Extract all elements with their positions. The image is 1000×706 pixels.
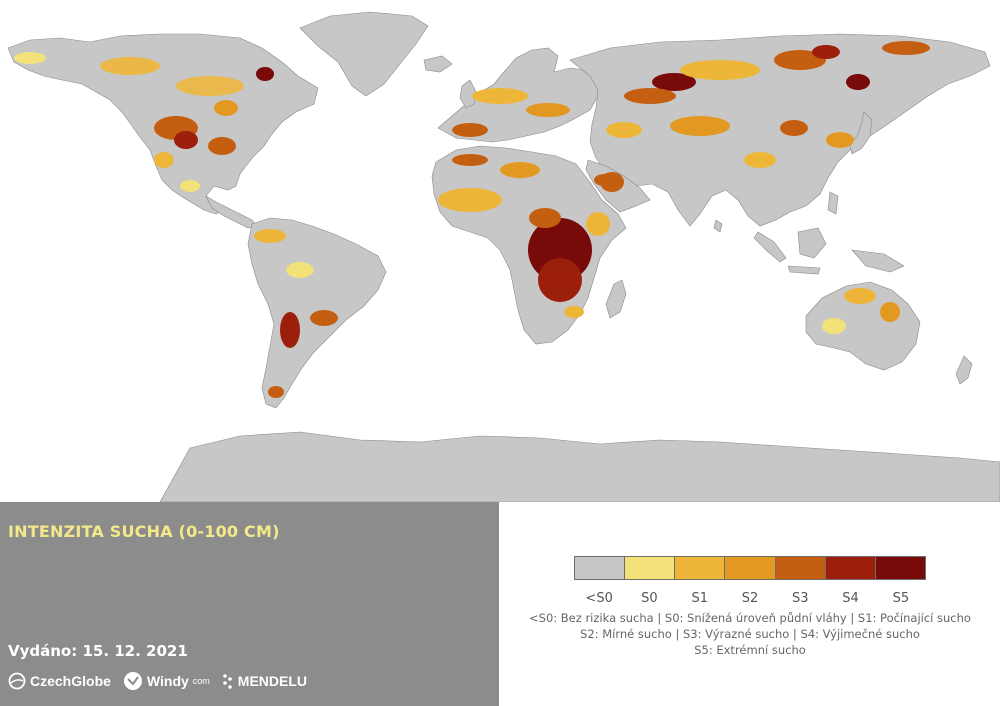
info-panel: INTENZITA SUCHA (0-100 CM) Vydáno: 15. 1… [0,502,499,706]
legend-swatch-below-s0 [575,557,626,579]
legend-description-line: <S0: Bez rizika sucha | S0: Snížená úrov… [529,611,971,625]
philippines [827,191,839,215]
madagascar [605,279,627,319]
windy-wind-icon [123,672,142,690]
czechglobe-label: CzechGlobe [30,673,111,689]
legend-swatch-s5 [875,557,925,579]
borneo [797,227,827,259]
antarctica [159,431,1000,502]
british-isles [459,79,477,109]
legend-swatch-s3 [775,557,826,579]
issue-date: Vydáno: 15. 12. 2021 [8,642,188,660]
java [787,265,821,275]
legend-label-s1: S1 [691,591,708,606]
new-guinea [851,249,905,273]
windy-label: Windy [146,673,189,689]
legend-label-s0: S0 [641,591,658,606]
legend-swatch-s0 [625,557,676,579]
iceland [423,55,453,73]
legend-label-below-s0: <S0 [585,591,613,606]
map-title: INTENZITA SUCHA (0-100 CM) [8,522,280,541]
partner-logos: CzechGlobe Windy com MENDELU [8,668,307,694]
czechglobe-logo[interactable]: CzechGlobe [8,672,111,690]
mendelu-label: MENDELU [237,673,308,689]
world-map [7,11,1000,502]
windy-suffix: com [192,676,210,686]
drought-zones [14,41,930,398]
legend-description: <S0: Bez rizika sucha | S0: Snížená úrov… [500,610,1000,658]
legend-swatch-s2 [725,557,776,579]
sri-lanka [713,219,723,233]
windy-logo[interactable]: Windy com [123,671,210,691]
legend-label-s4: S4 [842,591,859,606]
sumatra [753,231,787,263]
legend-color-bar [574,556,926,580]
legend-labels: <S0 S0 S1 S2 S3 S4 S5 [574,591,926,606]
legend-description-line: S5: Extrémní sucho [694,643,806,657]
drought-legend: <S0 S0 S1 S2 S3 S4 S5 [574,556,926,606]
greenland [299,11,429,97]
mendelu-logo[interactable]: MENDELU [222,672,307,690]
czechglobe-globe-icon [8,672,26,690]
legend-swatch-s4 [825,557,876,579]
legend-description-line: S2: Mírné sucho | S3: Výrazné sucho | S4… [580,627,920,641]
legend-label-s2: S2 [741,591,759,606]
legend-label-s5: S5 [892,591,910,606]
legend-swatch-s1 [675,557,726,579]
legend-label-s3: S3 [792,591,809,606]
new-zealand [955,355,973,385]
mendelu-dots-icon [222,674,232,689]
japan [849,111,873,155]
